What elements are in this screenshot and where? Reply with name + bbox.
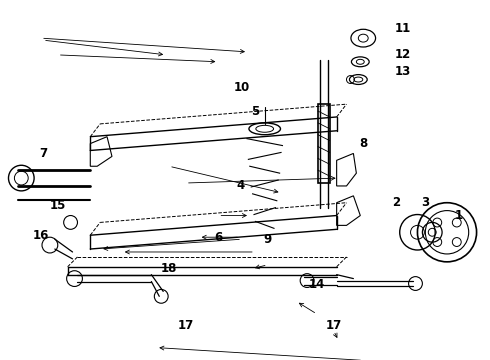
Text: 11: 11 (394, 22, 411, 35)
Text: 18: 18 (161, 262, 177, 275)
Text: 10: 10 (234, 81, 250, 94)
Text: 12: 12 (394, 48, 411, 62)
Text: 7: 7 (39, 147, 47, 160)
Text: 16: 16 (33, 229, 49, 242)
Text: 6: 6 (214, 231, 222, 244)
Text: 3: 3 (421, 196, 429, 209)
Text: 17: 17 (178, 319, 194, 332)
Text: 14: 14 (309, 278, 325, 291)
Text: 9: 9 (264, 233, 272, 246)
Text: 13: 13 (394, 65, 411, 78)
Text: 5: 5 (251, 104, 259, 118)
Text: 4: 4 (236, 179, 244, 193)
Text: 1: 1 (455, 209, 463, 222)
Text: 2: 2 (392, 196, 400, 209)
Text: 8: 8 (359, 137, 368, 150)
Text: 15: 15 (49, 199, 66, 212)
Text: 17: 17 (325, 319, 342, 332)
